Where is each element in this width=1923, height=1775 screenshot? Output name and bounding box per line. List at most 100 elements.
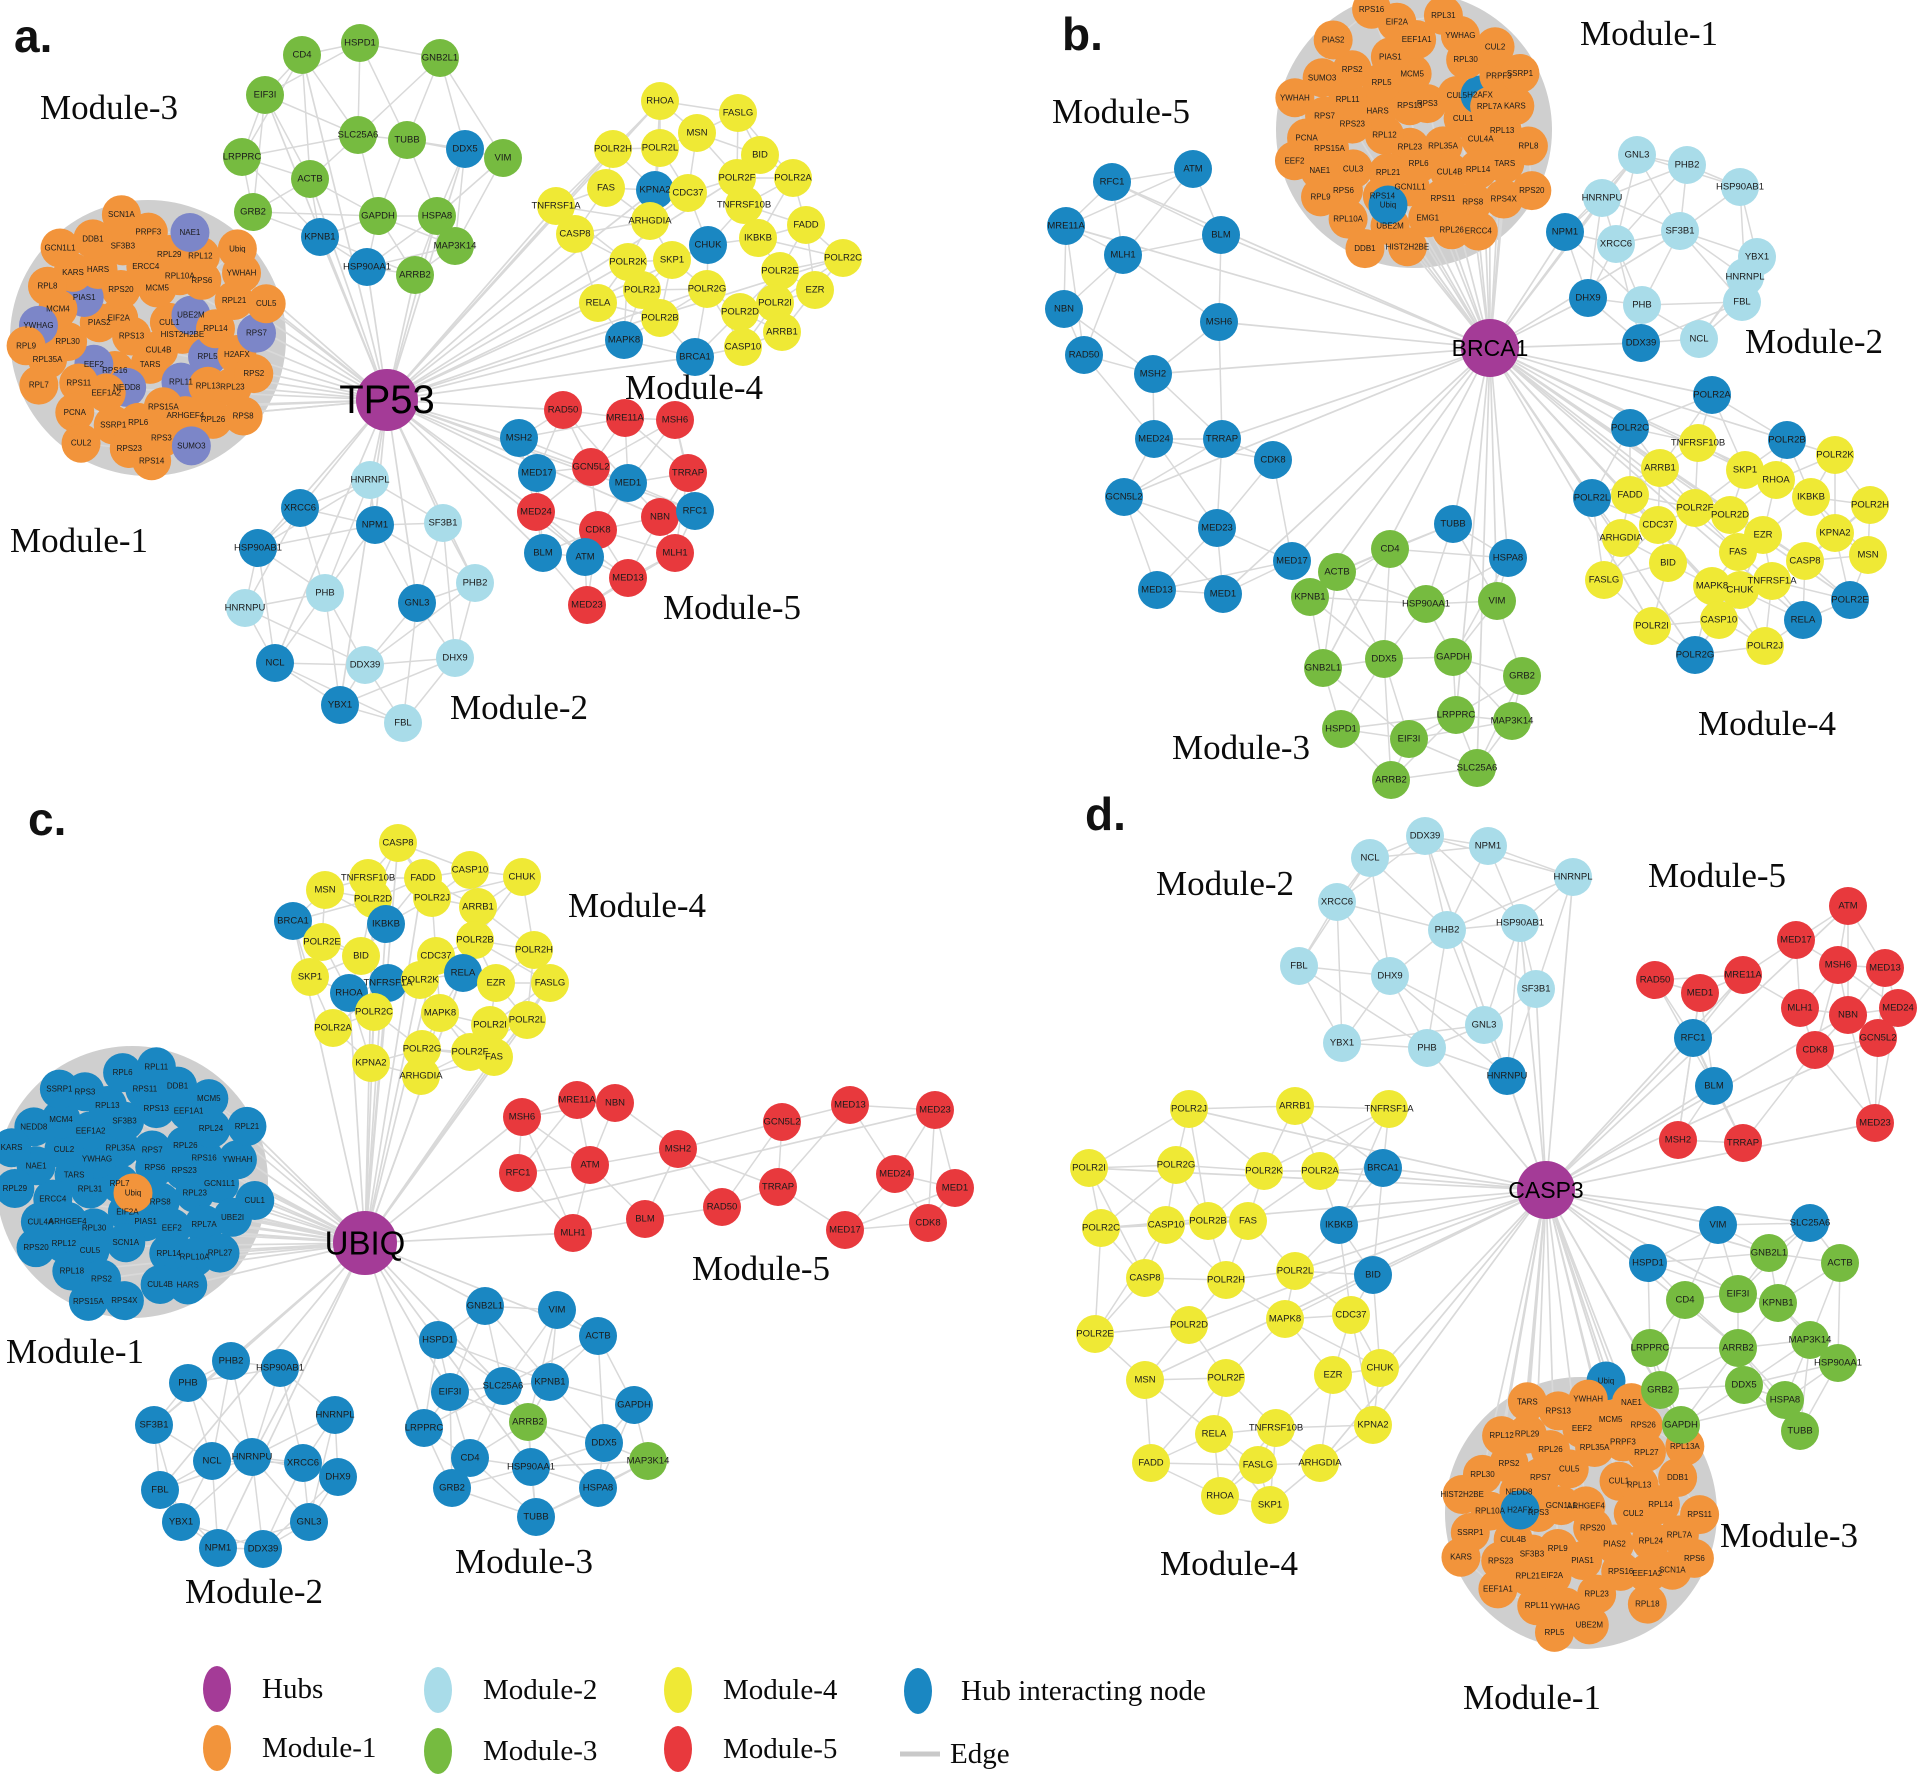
node-skp1	[1726, 451, 1764, 489]
node-label-phb2: PHB2	[1435, 925, 1460, 936]
node-label-ddx5: DDX5	[1371, 654, 1396, 665]
node-label-hspa8: HSPA8	[583, 1483, 613, 1494]
node-label-ywhag: YWHAG	[1445, 31, 1475, 40]
node-label-polr2b: POLR2B	[1189, 1216, 1227, 1227]
edge	[1535, 876, 1574, 990]
edge	[1389, 975, 1508, 1077]
edge	[1489, 347, 1788, 441]
node-label-casp10: CASP10	[1701, 615, 1737, 626]
node-msh2	[500, 419, 538, 457]
node-label-rela: RELA	[1791, 615, 1816, 626]
node-label-phb: PHB	[1417, 1043, 1437, 1054]
node-label-map3k14: MAP3K14	[1789, 1335, 1832, 1346]
node-label-ubiq: Ubiq	[1598, 1377, 1614, 1386]
edge	[1123, 347, 1491, 498]
edge	[339, 399, 388, 706]
node-label-polr2g: POLR2G	[688, 284, 727, 295]
node-label-casp8: CASP8	[1129, 1273, 1160, 1284]
node-chuk	[1721, 571, 1759, 609]
node-label-rpl35a: RPL35A	[33, 355, 63, 364]
edge	[1500, 1189, 1547, 1436]
node-polr2a	[1693, 376, 1731, 414]
node-label-rad50: RAD50	[1640, 975, 1671, 986]
node-label-rpl6: RPL6	[1409, 159, 1430, 168]
edge	[1545, 1189, 1739, 1295]
node-label-sf3b1: SF3B1	[1665, 226, 1694, 237]
node-tnfrsf1a	[1370, 1090, 1408, 1128]
node-arhgdia	[631, 202, 669, 240]
node-med24	[1879, 989, 1917, 1027]
node-npm1	[1546, 213, 1584, 251]
edge	[1545, 1189, 1719, 1226]
node-skp1	[291, 958, 329, 996]
edge	[1309, 596, 1427, 605]
node-label-tars: TARS	[1517, 1397, 1538, 1406]
node-label-mcm5: MCM5	[1599, 1415, 1623, 1424]
node-phb2	[1668, 146, 1706, 184]
node-nbn	[1045, 290, 1083, 328]
node-polr2d	[721, 293, 759, 331]
node-rfc1	[1674, 1019, 1712, 1057]
node-label-rps3: RPS3	[1528, 1508, 1549, 1517]
legend-label-module-4: Module-4	[723, 1674, 838, 1706]
node-label-rpl23: RPL23	[1584, 1590, 1609, 1599]
label-b-module-2: Module-2	[1745, 322, 1883, 361]
node-mre11a	[1724, 956, 1762, 994]
node-gapdh	[1662, 1406, 1700, 1444]
node-label-rpl11: RPL11	[169, 378, 193, 387]
node-label-arrb1: ARRB1	[1644, 463, 1676, 474]
node-chuk	[689, 226, 727, 264]
node-faslg	[1239, 1446, 1277, 1484]
node-label-nbn: NBN	[1838, 1010, 1858, 1021]
node-label-skp1: SKP1	[660, 255, 684, 266]
node-phb2	[1428, 911, 1466, 949]
node-ywhah	[1568, 1379, 1608, 1419]
label-b-module-3: Module-3	[1172, 728, 1310, 767]
node-label-casp8: CASP8	[1789, 556, 1820, 567]
node-label-hars: HARS	[1366, 106, 1388, 115]
node-label-sumo3: SUMO3	[177, 441, 206, 450]
node-label-gnl3: GNL3	[1472, 1020, 1497, 1031]
node-rpl14	[195, 309, 235, 349]
node-arrb2	[1719, 1329, 1757, 1367]
node-label-hist2h2be: HIST2H2BE	[161, 330, 205, 339]
node-label-rpl13: RPL13	[95, 1101, 120, 1110]
edge	[1340, 714, 1457, 730]
node-label-polr2b: POLR2B	[1768, 435, 1806, 446]
edge	[1220, 234, 1491, 349]
node-kpnb1	[1291, 578, 1329, 616]
node-label-ezr: EZR	[1754, 530, 1773, 541]
node-label-h2afx: H2AFX	[1507, 1506, 1533, 1515]
node-hspa8	[418, 197, 456, 235]
node-label-rps11: RPS11	[1687, 1510, 1712, 1519]
node-mapk8	[1266, 1300, 1304, 1338]
node-label-mcm4: MCM4	[49, 1115, 73, 1124]
edge	[1294, 1189, 1547, 1272]
node-label-faslg: FASLG	[535, 978, 566, 989]
node-nbn	[596, 1084, 634, 1122]
node-rpl18	[1627, 1584, 1667, 1624]
node-polr2i	[471, 1006, 509, 1044]
edge	[386, 244, 709, 401]
edge	[1545, 1189, 1811, 1224]
node-polr2h	[1851, 486, 1889, 524]
node-label-hist2h2be: HIST2H2BE	[1386, 242, 1430, 251]
node-hsp90aa1	[1819, 1344, 1857, 1382]
node-label-rpl26: RPL26	[1538, 1445, 1563, 1454]
node-label-mre11a: MRE11A	[1047, 221, 1085, 232]
node-label-brca1: BRCA1	[1367, 1163, 1399, 1174]
node-polr2c	[824, 239, 862, 277]
node-label-kpna2: KPNA2	[1357, 1420, 1388, 1431]
node-rela	[579, 284, 617, 322]
node-rps3	[1407, 84, 1447, 124]
node-label-lrpprc: LRPPRC	[223, 152, 262, 163]
node-fbl	[1723, 283, 1761, 321]
node-label-rpl29: RPL29	[1515, 1430, 1540, 1439]
node-label-msh2: MSH2	[1665, 1135, 1691, 1146]
edge	[386, 399, 418, 604]
legend-label-hub-interacting-node: Hub interacting node	[961, 1675, 1206, 1707]
node-label-vim: VIM	[1489, 596, 1506, 607]
node-label-ikbkb: IKBKB	[744, 233, 772, 244]
node-tnfrsf1a	[369, 964, 407, 1002]
node-rps8	[223, 396, 263, 436]
